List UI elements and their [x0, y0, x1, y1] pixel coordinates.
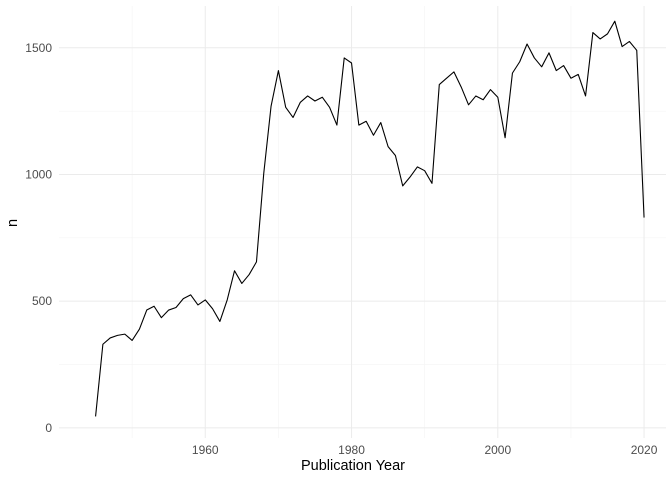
major-y-gridlines: [59, 47, 666, 429]
x-axis-title: Publication Year: [301, 458, 405, 474]
y-tick-label: 500: [32, 294, 52, 308]
x-tick-label: 1960: [192, 443, 219, 457]
y-tick-label: 1500: [25, 41, 52, 55]
y-axis-title: n: [5, 219, 21, 227]
y-tick-label: 0: [45, 421, 52, 435]
x-tick-label: 1980: [338, 443, 365, 457]
x-tick-label: 2000: [484, 443, 511, 457]
x-tick-label: 2020: [631, 443, 658, 457]
y-tick-label: 1000: [25, 167, 52, 181]
minor-y-gridlines: [59, 110, 666, 365]
x-axis-tick-labels: 1960 1980 2000 2020: [192, 443, 658, 457]
publication-count-line: [95, 20, 645, 417]
major-x-gridlines: [204, 6, 645, 438]
y-axis-tick-labels: 0 500 1000 1500: [25, 41, 52, 435]
